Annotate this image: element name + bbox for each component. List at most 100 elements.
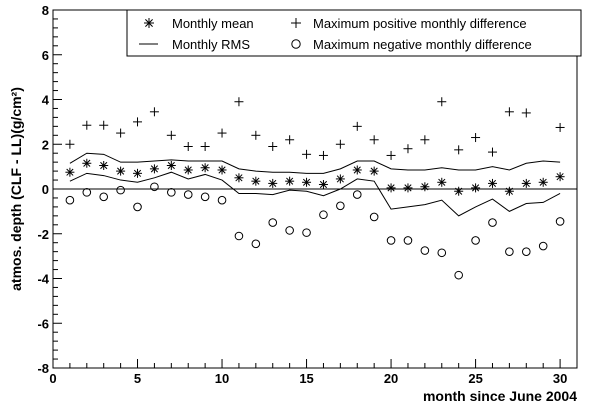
max-neg-point (454, 270, 463, 280)
max-pos-point (454, 145, 464, 155)
y-tick-label: -6 (37, 316, 49, 331)
max-pos-point (521, 108, 531, 118)
max-pos-point (352, 121, 362, 131)
max-pos-point (386, 150, 396, 160)
max-neg-point (183, 190, 193, 199)
max-pos-point (504, 107, 514, 117)
rms-lines (69, 152, 561, 217)
max-pos-point (369, 135, 379, 145)
y-tick-label: 2 (42, 137, 49, 152)
mean-point (420, 182, 430, 192)
max-neg-point (82, 188, 92, 197)
max-neg-point (234, 231, 244, 241)
max-neg-point (538, 241, 548, 251)
max-neg-point (437, 248, 447, 258)
legend-box (126, 9, 582, 57)
max-pos-point (65, 139, 75, 149)
rms-upper-line (69, 152, 561, 174)
x-tick-label: 30 (553, 371, 567, 386)
data-points (65, 97, 565, 280)
max-neg-point (555, 217, 565, 226)
mean-point (116, 166, 126, 176)
y-tick-label: 4 (42, 93, 50, 108)
legend: Monthly mean Monthly RMS Maximum positiv… (126, 9, 582, 57)
x-tick-label: 10 (215, 371, 229, 386)
max-neg-point (403, 236, 413, 245)
legend-circle (291, 39, 301, 49)
max-pos-point (217, 128, 227, 138)
max-pos-point (133, 117, 143, 127)
y-tick-label: 8 (42, 3, 49, 18)
max-neg-point (319, 210, 328, 220)
legend-label-max-pos: Maximum positive monthly difference (313, 16, 527, 31)
max-pos-point (437, 97, 447, 107)
max-pos-point (318, 150, 328, 160)
max-pos-point (99, 120, 109, 130)
legend-asterisk (144, 18, 154, 28)
mean-point (538, 177, 548, 187)
max-neg-point (488, 218, 497, 227)
max-pos-point (268, 141, 278, 151)
mean-point (454, 186, 464, 196)
max-neg-point (133, 202, 142, 212)
y-tick-label: 6 (42, 48, 49, 63)
legend-marker-mean (144, 18, 154, 28)
max-neg-point (65, 195, 75, 205)
mean-point (369, 166, 379, 176)
mean-point (99, 161, 109, 171)
max-pos-point (234, 97, 244, 107)
mean-point (166, 161, 176, 171)
max-neg-point (369, 212, 379, 222)
max-neg-point (352, 190, 362, 199)
y-tick-label: -8 (37, 361, 49, 376)
mean-point (335, 174, 345, 184)
rms-lower-line (69, 171, 561, 217)
y-tick-label: -4 (37, 272, 49, 287)
mean-point (285, 176, 295, 186)
mean-point (318, 180, 328, 190)
max-neg-point (285, 226, 294, 235)
legend-label-max-neg: Maximum negative monthly difference (313, 37, 532, 52)
max-pos-point (471, 133, 481, 143)
legend-plus (291, 18, 301, 28)
max-pos-point (116, 128, 126, 138)
max-neg-point (336, 201, 345, 211)
max-pos-point (251, 130, 261, 140)
max-neg-point (521, 247, 531, 256)
max-neg-point (251, 239, 261, 249)
max-neg-point (150, 182, 159, 192)
mean-point (504, 186, 514, 196)
mean-point (521, 178, 531, 188)
mean-point (133, 168, 143, 178)
x-tick-label: 0 (49, 371, 56, 386)
max-pos-point (420, 135, 430, 145)
max-neg-point (200, 192, 210, 202)
max-pos-point (166, 130, 176, 140)
mean-point (352, 165, 362, 175)
max-pos-point (302, 149, 312, 159)
axes: 0 5 10 15 20 25 30 -8 -6 -4 -2 0 2 4 6 8 (37, 3, 578, 386)
y-tick-label: 0 (42, 182, 49, 197)
max-neg-point (268, 218, 278, 227)
x-tick-label: 20 (384, 371, 398, 386)
max-pos-point (403, 144, 413, 154)
mean-point (82, 158, 92, 168)
max-pos-point (285, 135, 295, 145)
legend-marker-max-neg (291, 39, 301, 49)
mean-point (487, 178, 497, 188)
mean-point (251, 176, 261, 186)
y-axis-title: atmos. depth (CLF - LL)(g/cm²) (8, 87, 24, 291)
max-pos-point (82, 120, 92, 130)
max-neg-point (471, 236, 480, 245)
mean-point (268, 178, 278, 188)
legend-marker-max-pos (291, 18, 301, 28)
mean-point (403, 183, 413, 193)
max-neg-point (99, 192, 109, 202)
mean-point (555, 172, 565, 182)
max-pos-point (149, 107, 159, 117)
mean-point (200, 163, 210, 173)
max-neg-point (420, 246, 430, 255)
max-neg-point (302, 228, 311, 237)
mean-point (302, 177, 312, 187)
mean-point (217, 165, 227, 175)
